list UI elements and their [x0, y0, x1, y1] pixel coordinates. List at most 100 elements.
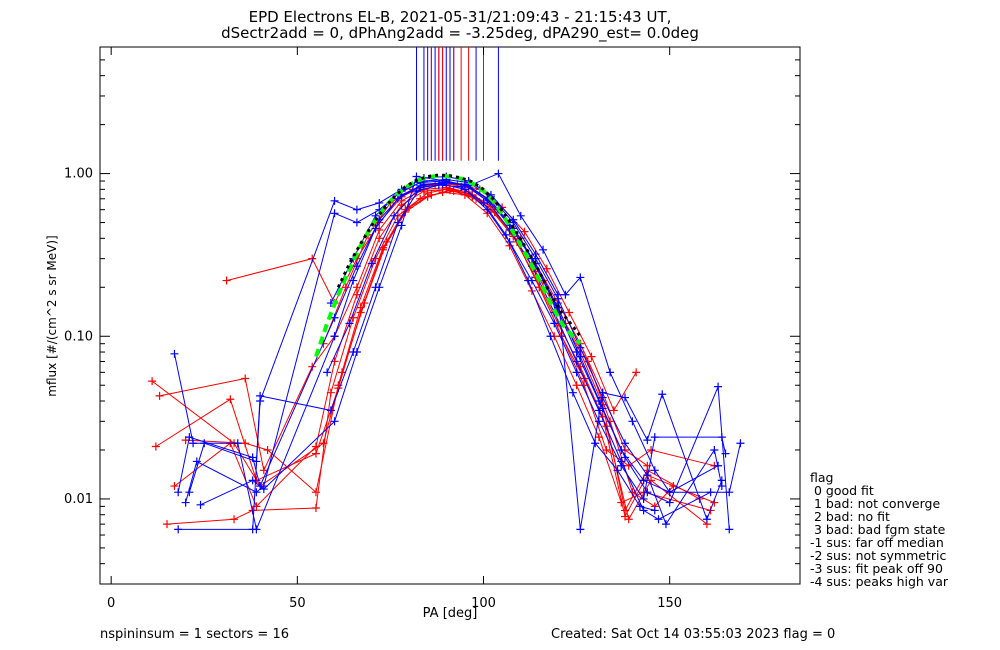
red-data-point: [222, 276, 231, 285]
blue-series-line: [174, 182, 741, 532]
blue-data-point: [539, 245, 548, 254]
red-data-point: [311, 503, 320, 512]
blue-data-point: [572, 357, 581, 366]
y-tick-label: 0.01: [64, 492, 93, 507]
red-data-point: [647, 476, 656, 485]
blue-data-point: [568, 388, 577, 397]
blue-data-point: [658, 390, 667, 399]
blue-data-point: [330, 417, 339, 426]
blue-data-point: [702, 515, 711, 524]
legend-item: 3 bad: bad fgm state: [810, 522, 946, 537]
x-tick-label: 50: [289, 596, 306, 611]
blue-data-point: [390, 211, 399, 220]
red-data-point: [602, 445, 611, 454]
blue-data-point: [635, 502, 644, 511]
red-data-point: [609, 406, 618, 415]
blue-data-point: [606, 368, 615, 377]
red-data-point: [311, 488, 320, 497]
red-data-point: [155, 391, 164, 400]
blue-data-point: [256, 391, 265, 400]
blue-data-point: [546, 332, 555, 341]
blue-data-point: [572, 368, 581, 377]
blue-data-point: [200, 439, 209, 448]
blue-data-point: [483, 205, 492, 214]
blue-data-point: [345, 319, 354, 328]
blue-data-point: [650, 506, 659, 515]
blue-data-point: [438, 177, 447, 186]
x-tick-label: 100: [471, 596, 496, 611]
blue-data-point: [494, 169, 503, 178]
red-series-line: [159, 187, 700, 512]
blue-data-point: [352, 205, 361, 214]
red-data-point: [632, 368, 641, 377]
blue-data-point: [323, 368, 332, 377]
red-series-line: [155, 189, 708, 525]
blue-data-point: [650, 466, 659, 475]
legend-title: flag: [810, 470, 834, 485]
blue-data-point: [717, 433, 726, 442]
blue-data-point: [714, 461, 723, 470]
blue-data-point: [516, 211, 525, 220]
blue-data-point: [248, 525, 257, 534]
red-data-point: [378, 243, 387, 252]
blue-data-point: [509, 215, 518, 224]
blue-data-point: [594, 406, 603, 415]
blue-data-point: [598, 388, 607, 397]
legend-item: -4 sus: peaks high var: [810, 574, 949, 589]
blue-data-point: [613, 466, 622, 475]
red-data-point: [375, 234, 384, 243]
red-data-point: [375, 226, 384, 235]
blue-data-point: [710, 445, 719, 454]
red-data-point: [311, 442, 320, 451]
legend-item: 0 good fit: [810, 483, 874, 498]
y-axis-label: mflux [#/(cm^2 s sr MeV)]: [45, 235, 59, 396]
blue-series-line: [200, 172, 719, 506]
red-data-point: [263, 445, 272, 454]
red-data-point: [230, 515, 239, 524]
red-data-point: [341, 283, 350, 292]
red-data-point: [259, 466, 268, 475]
red-data-point: [572, 381, 581, 390]
blue-data-point: [576, 343, 585, 352]
red-data-point: [565, 308, 574, 317]
blue-data-point: [736, 439, 745, 448]
red-data-point: [587, 352, 596, 361]
y-tick-label: 1.00: [64, 167, 93, 182]
blue-series-line: [177, 182, 730, 530]
blue-data-point: [189, 439, 198, 448]
blue-data-point: [650, 433, 659, 442]
blue-data-point: [457, 182, 466, 191]
red-data-point: [151, 442, 160, 451]
blue-series-line: [188, 183, 726, 501]
blue-data-point: [174, 525, 183, 534]
red-data-point: [163, 520, 172, 529]
blue-data-point: [617, 457, 626, 466]
blue-data-point: [479, 198, 488, 207]
blue-data-point: [192, 457, 201, 466]
blue-data-point: [233, 439, 242, 448]
red-series-line: [151, 190, 674, 508]
red-data-point: [148, 377, 157, 386]
blue-data-point: [434, 181, 443, 190]
legend-item: -3 sus: fit peak off 90: [810, 561, 943, 576]
blue-data-point: [561, 290, 570, 299]
blue-data-point: [181, 498, 190, 507]
blue-data-point: [654, 515, 663, 524]
blue-data-point: [717, 476, 726, 485]
red-data-point: [520, 227, 529, 236]
red-data-point: [226, 395, 235, 404]
legend-item: -1 sus: far off median: [810, 535, 944, 550]
red-series-line: [185, 187, 715, 494]
blue-data-point: [621, 393, 629, 402]
blue-data-point: [330, 196, 339, 205]
fit-curve-black: [336, 173, 582, 338]
red-data-point: [241, 439, 250, 448]
blue-data-point: [412, 187, 421, 196]
blue-data-point: [248, 476, 257, 485]
red-data-point: [241, 374, 250, 383]
blue-data-point: [639, 494, 648, 503]
blue-data-point: [196, 500, 205, 509]
chart-subtitle: dSectr2add = 0, dPhAng2add = -3.25deg, d…: [221, 24, 699, 42]
blue-data-point: [643, 436, 652, 445]
red-data-point: [170, 482, 179, 491]
